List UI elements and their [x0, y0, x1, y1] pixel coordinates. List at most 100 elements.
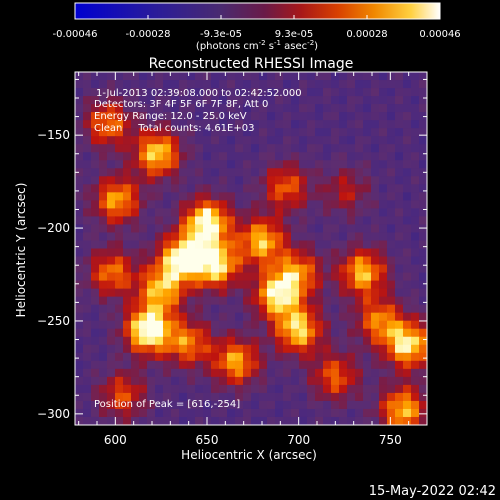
heatmap-cell	[347, 104, 356, 113]
heatmap-cell	[83, 208, 92, 218]
heatmap-cell	[387, 240, 396, 250]
heatmap-cell	[371, 288, 380, 298]
heatmap-cell	[123, 376, 132, 386]
heatmap-cell	[115, 336, 124, 346]
heatmap-cell	[243, 384, 252, 394]
heatmap-cell	[227, 416, 236, 425]
heatmap-cell	[275, 400, 284, 410]
heatmap-cell	[403, 360, 412, 370]
heatmap-cell	[403, 320, 412, 330]
heatmap-cell	[267, 400, 276, 410]
heatmap-cell	[75, 264, 84, 274]
heatmap-cell	[99, 224, 108, 234]
heatmap-cell	[243, 200, 252, 209]
heatmap-cell	[147, 248, 156, 258]
heatmap-cell	[243, 112, 252, 121]
heatmap-cell	[283, 392, 292, 402]
heatmap-cell	[131, 112, 140, 121]
heatmap-cell	[307, 72, 316, 81]
heatmap-cell	[379, 192, 388, 201]
heatmap-cell	[275, 312, 284, 322]
heatmap-cell	[163, 264, 172, 274]
heatmap-cell	[91, 320, 100, 330]
heatmap-cell	[171, 200, 180, 209]
heatmap-cell	[171, 360, 180, 370]
heatmap-cell	[395, 240, 404, 250]
heatmap-cell	[203, 408, 212, 418]
heatmap-cell	[251, 72, 260, 81]
heatmap-cell	[219, 168, 228, 177]
heatmap-cell	[91, 224, 100, 234]
heatmap-cell	[315, 128, 324, 137]
heatmap-cell	[251, 224, 260, 234]
heatmap-cell	[299, 240, 308, 250]
heatmap-cell	[139, 192, 148, 201]
heatmap-cell	[83, 408, 92, 418]
heatmap-cell	[259, 136, 268, 145]
heatmap-cell	[131, 208, 140, 218]
heatmap-cell	[379, 352, 388, 362]
heatmap-cell	[171, 344, 180, 354]
heatmap-cell	[267, 336, 276, 346]
heatmap-cell	[147, 240, 156, 250]
heatmap-cell	[147, 216, 156, 226]
heatmap-cell	[155, 192, 164, 201]
heatmap-cell	[331, 88, 340, 97]
heatmap-cell	[139, 208, 148, 218]
heatmap-cell	[99, 152, 108, 161]
heatmap-cell	[419, 200, 427, 209]
heatmap-cell	[395, 184, 404, 193]
heatmap-cell	[155, 272, 164, 282]
heatmap-cell	[291, 128, 300, 137]
heatmap-cell	[163, 72, 172, 81]
heatmap-cell	[251, 112, 260, 121]
heatmap-cell	[107, 384, 116, 394]
heatmap-cell	[155, 280, 164, 290]
heatmap-cell	[179, 112, 188, 121]
heatmap-cell	[107, 88, 116, 97]
heatmap-cell	[251, 312, 260, 322]
heatmap-cell	[83, 184, 92, 193]
heatmap-cell	[203, 120, 212, 129]
heatmap-cell	[331, 336, 340, 346]
heatmap-cell	[99, 352, 108, 362]
heatmap-cell	[107, 344, 116, 354]
heatmap-cell	[283, 296, 292, 306]
heatmap-cell	[299, 256, 308, 266]
heatmap-cell	[283, 96, 292, 105]
heatmap-cell	[395, 144, 404, 153]
heatmap-cell	[179, 192, 188, 201]
heatmap-cell	[259, 72, 268, 81]
heatmap-cell	[315, 264, 324, 274]
heatmap-cell	[331, 272, 340, 282]
heatmap-cell	[195, 368, 204, 378]
heatmap-cell	[219, 152, 228, 161]
heatmap-cell	[227, 232, 236, 242]
heatmap-cell	[219, 192, 228, 201]
heatmap-cell	[187, 112, 196, 121]
heatmap-cell	[171, 72, 180, 81]
heatmap-cell	[363, 416, 372, 425]
heatmap-cell	[379, 296, 388, 306]
heatmap-cell	[107, 200, 116, 209]
heatmap-cell	[259, 296, 268, 306]
heatmap-cell	[363, 376, 372, 386]
heatmap-cell	[387, 360, 396, 370]
heatmap-cell	[139, 320, 148, 330]
heatmap-cell	[139, 256, 148, 266]
heatmap-cell	[371, 96, 380, 105]
heatmap-cell	[283, 360, 292, 370]
heatmap-cell	[403, 344, 412, 354]
heatmap-cell	[387, 80, 396, 89]
heatmap-cell	[371, 216, 380, 226]
heatmap-cell	[363, 80, 372, 89]
heatmap-cell	[307, 248, 316, 258]
heatmap-cell	[275, 232, 284, 242]
heatmap-cell	[363, 320, 372, 330]
heatmap-cell	[147, 280, 156, 290]
heatmap-cell	[267, 192, 276, 201]
heatmap-cell	[387, 208, 396, 218]
heatmap-cell	[99, 264, 108, 274]
heatmap-cell	[179, 208, 188, 218]
heatmap-cell	[275, 80, 284, 89]
